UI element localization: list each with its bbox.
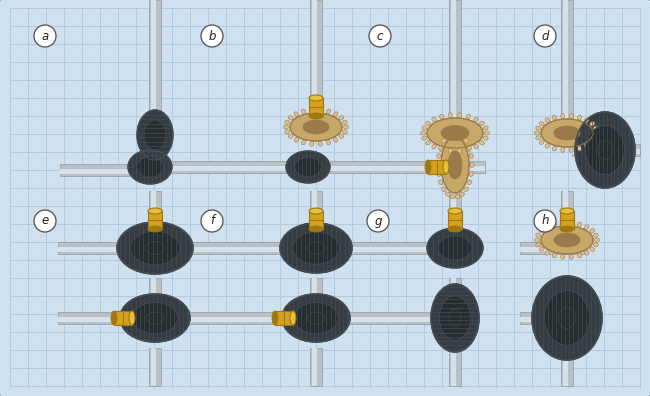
Bar (275, 311, 293, 325)
Ellipse shape (466, 147, 471, 152)
Bar (309, 98, 323, 116)
Ellipse shape (460, 192, 465, 196)
Ellipse shape (309, 226, 323, 232)
Bar (168, 318, 336, 322)
Bar (310, 191, 322, 246)
Ellipse shape (448, 113, 452, 118)
Ellipse shape (441, 137, 469, 193)
Ellipse shape (569, 254, 573, 259)
Ellipse shape (593, 126, 598, 130)
Ellipse shape (469, 171, 473, 177)
Circle shape (201, 210, 223, 232)
Ellipse shape (439, 147, 444, 152)
Ellipse shape (540, 247, 544, 251)
Bar (520, 312, 587, 324)
Bar (313, 348, 317, 386)
Ellipse shape (309, 208, 323, 214)
Ellipse shape (552, 115, 556, 120)
Ellipse shape (448, 148, 452, 153)
Ellipse shape (595, 238, 599, 242)
Ellipse shape (137, 110, 173, 160)
Ellipse shape (545, 225, 550, 229)
Ellipse shape (545, 118, 550, 122)
Bar (60, 169, 160, 173)
Ellipse shape (540, 140, 544, 145)
Ellipse shape (302, 109, 306, 114)
Bar (448, 211, 462, 229)
Ellipse shape (309, 141, 314, 146)
Ellipse shape (441, 126, 469, 141)
Ellipse shape (422, 136, 427, 140)
Bar (149, 278, 161, 316)
Ellipse shape (294, 303, 338, 333)
Bar (449, 278, 461, 386)
Bar (168, 248, 336, 251)
Ellipse shape (584, 225, 589, 229)
Ellipse shape (577, 253, 582, 258)
Ellipse shape (575, 112, 635, 188)
Ellipse shape (483, 136, 488, 140)
Ellipse shape (290, 311, 296, 325)
Circle shape (34, 25, 56, 47)
Ellipse shape (439, 296, 471, 340)
Ellipse shape (450, 195, 455, 199)
Ellipse shape (425, 160, 431, 174)
Text: a: a (42, 29, 49, 42)
Ellipse shape (432, 117, 436, 122)
Ellipse shape (148, 226, 162, 232)
Circle shape (34, 210, 56, 232)
Ellipse shape (309, 113, 323, 119)
Ellipse shape (318, 141, 322, 146)
Ellipse shape (326, 109, 331, 114)
Ellipse shape (561, 254, 565, 259)
Bar (58, 312, 165, 324)
Ellipse shape (536, 243, 541, 247)
Bar (561, 191, 573, 246)
Ellipse shape (333, 137, 338, 142)
Ellipse shape (464, 187, 469, 191)
Bar (168, 242, 336, 254)
Ellipse shape (303, 120, 329, 134)
Ellipse shape (534, 131, 540, 135)
Ellipse shape (438, 236, 472, 260)
Text: h: h (541, 215, 549, 227)
Ellipse shape (339, 134, 344, 138)
Bar (148, 211, 162, 229)
Ellipse shape (536, 126, 541, 130)
Bar (330, 161, 485, 173)
Ellipse shape (285, 130, 290, 134)
Ellipse shape (422, 126, 427, 130)
Ellipse shape (458, 148, 461, 153)
Ellipse shape (569, 114, 573, 119)
Text: d: d (541, 29, 549, 42)
Ellipse shape (577, 222, 582, 227)
Bar (310, 348, 322, 386)
Ellipse shape (540, 122, 544, 126)
Bar (330, 312, 475, 324)
Ellipse shape (129, 311, 135, 325)
Bar (309, 211, 323, 229)
Bar (330, 166, 485, 171)
Bar (520, 318, 587, 322)
Ellipse shape (536, 233, 541, 237)
Ellipse shape (130, 231, 179, 265)
Bar (313, 191, 317, 246)
Ellipse shape (483, 126, 488, 130)
Ellipse shape (584, 251, 589, 255)
Ellipse shape (432, 144, 436, 149)
Ellipse shape (441, 139, 446, 143)
Ellipse shape (437, 171, 441, 177)
Text: b: b (208, 29, 216, 42)
Ellipse shape (470, 162, 474, 168)
Bar (151, 278, 155, 316)
Ellipse shape (292, 232, 339, 264)
Ellipse shape (464, 139, 469, 143)
Bar (58, 248, 195, 251)
Ellipse shape (439, 180, 443, 185)
Ellipse shape (545, 143, 550, 148)
Ellipse shape (560, 208, 574, 214)
Ellipse shape (295, 157, 321, 177)
Bar (561, 278, 573, 386)
Ellipse shape (536, 136, 541, 140)
